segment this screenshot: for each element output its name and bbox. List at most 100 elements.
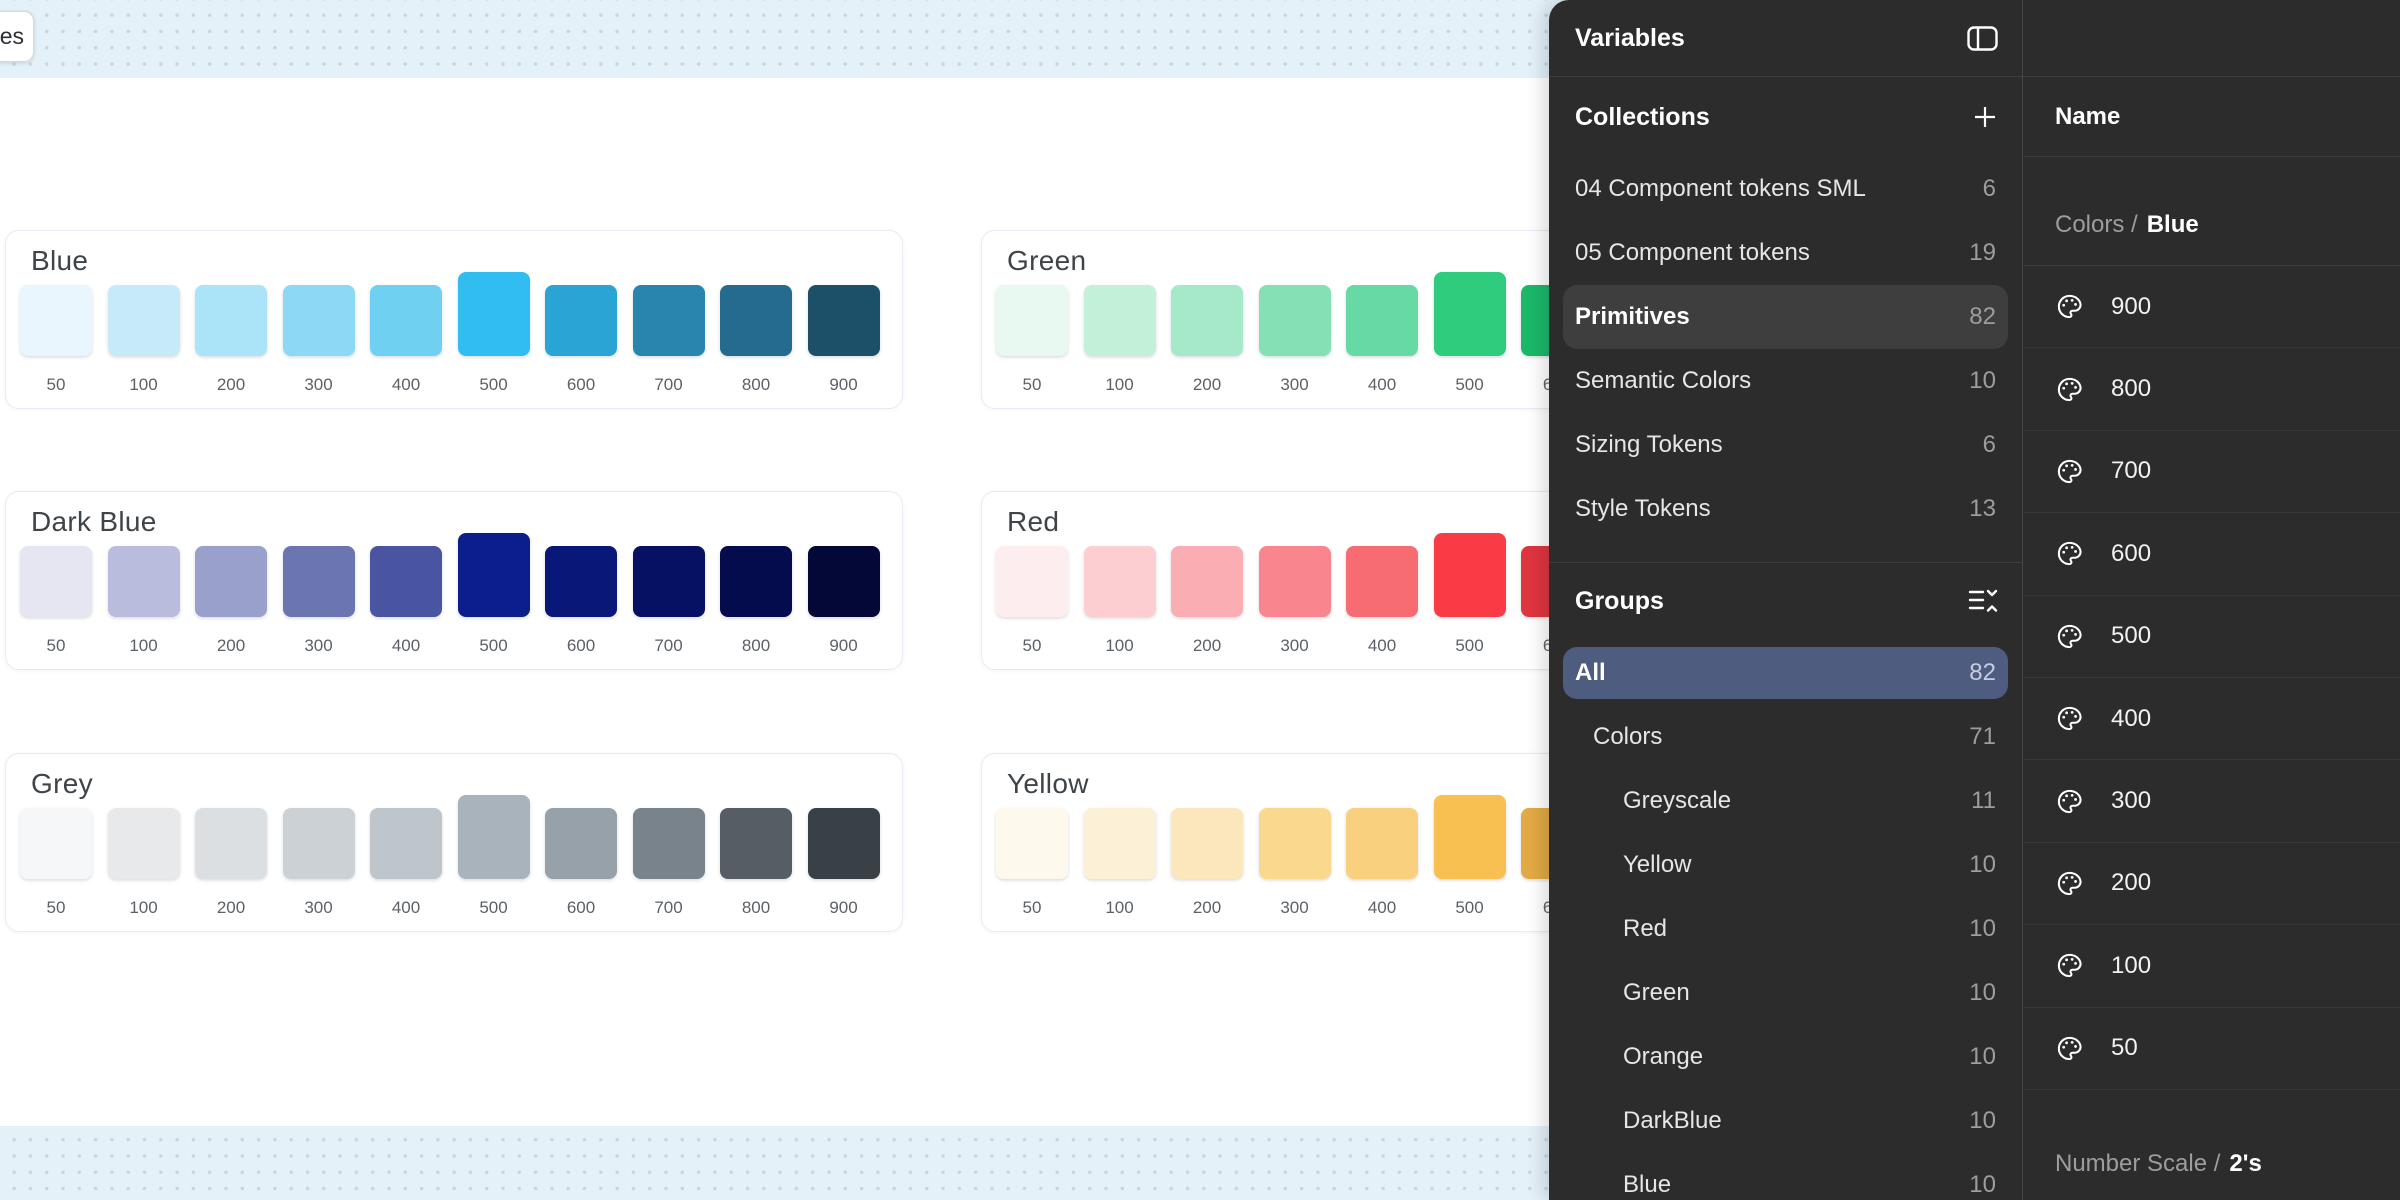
color-swatch[interactable] xyxy=(1258,285,1331,356)
color-swatch[interactable] xyxy=(370,808,442,879)
group-item[interactable]: DarkBlue 10 xyxy=(1563,1089,2008,1153)
swatch-label: 50 xyxy=(1022,375,1042,394)
collection-item-label: Sizing Tokens xyxy=(1575,431,1723,458)
color-swatch[interactable] xyxy=(195,546,267,617)
palette-card-title: Dark Blue xyxy=(31,506,157,537)
color-swatch[interactable] xyxy=(1433,272,1506,356)
swatch-label: 50 xyxy=(1022,898,1042,917)
color-swatch[interactable] xyxy=(370,546,442,617)
color-swatch[interactable] xyxy=(807,546,880,617)
swatch-cell: 50 xyxy=(20,272,92,395)
color-swatch[interactable] xyxy=(545,285,617,356)
color-swatch[interactable] xyxy=(195,808,267,879)
color-swatch[interactable] xyxy=(807,808,880,879)
variable-row[interactable]: 600 xyxy=(2023,513,2400,596)
color-swatch[interactable] xyxy=(282,546,355,617)
variable-row[interactable]: 50 xyxy=(2023,1008,2400,1090)
variable-name: 200 xyxy=(2111,869,2152,897)
color-swatch[interactable] xyxy=(1171,546,1243,617)
color-swatch[interactable] xyxy=(107,808,180,879)
color-swatch[interactable] xyxy=(632,808,705,879)
variable-row[interactable]: 200 xyxy=(2023,843,2400,926)
group-item[interactable]: Blue 10 xyxy=(1563,1153,2008,1200)
swatch-cell: 100 xyxy=(1083,533,1156,656)
variable-row[interactable]: 300 xyxy=(2023,760,2400,843)
color-swatch[interactable] xyxy=(1433,795,1506,879)
group-item[interactable]: Red 10 xyxy=(1563,897,2008,961)
collapse-groups-icon[interactable] xyxy=(1968,588,1998,614)
canvas-floating-button[interactable]: es xyxy=(0,11,34,62)
swatch-cell: 800 xyxy=(720,272,792,395)
color-swatch[interactable] xyxy=(807,285,880,356)
color-swatch[interactable] xyxy=(457,795,530,879)
group-item[interactable]: Greyscale 11 xyxy=(1563,769,2008,833)
variable-row[interactable]: 400 xyxy=(2023,678,2400,761)
swatch-label: 500 xyxy=(1455,375,1484,394)
swatch-cell: 700 xyxy=(632,272,705,395)
color-swatch[interactable] xyxy=(1083,285,1156,356)
collection-item[interactable]: Primitives 82 xyxy=(1563,285,2008,349)
color-swatch[interactable] xyxy=(1083,808,1156,879)
color-swatch[interactable] xyxy=(996,808,1068,879)
collection-item[interactable]: 04 Component tokens SML 6 xyxy=(1563,157,2008,221)
group-item[interactable]: Green 10 xyxy=(1563,961,2008,1025)
group-item[interactable]: All 82 xyxy=(1563,647,2008,699)
color-swatch[interactable] xyxy=(20,285,92,356)
collections-header: Collections xyxy=(1549,77,2022,157)
color-swatch[interactable] xyxy=(632,285,705,356)
group-item-count: 10 xyxy=(1969,1043,1996,1070)
swatch-cell: 400 xyxy=(1346,272,1418,395)
variable-name: 500 xyxy=(2111,622,2152,650)
color-swatch[interactable] xyxy=(1258,808,1331,879)
collection-item[interactable]: Style Tokens 13 xyxy=(1563,477,2008,541)
color-swatch[interactable] xyxy=(996,285,1068,356)
color-swatch[interactable] xyxy=(1346,546,1418,617)
variable-row[interactable]: 800 xyxy=(2023,348,2400,431)
color-swatch[interactable] xyxy=(1346,285,1418,356)
swatch-cell: 500 xyxy=(457,533,530,656)
collection-item[interactable]: 05 Component tokens 19 xyxy=(1563,221,2008,285)
variables-panel: Variables Collections xyxy=(1549,0,2400,1200)
color-swatch[interactable] xyxy=(1171,808,1243,879)
color-swatch[interactable] xyxy=(370,285,442,356)
color-swatch[interactable] xyxy=(457,533,530,617)
variable-row[interactable]: 900 xyxy=(2023,266,2400,349)
variable-row[interactable]: 700 xyxy=(2023,431,2400,514)
swatch-cell: 100 xyxy=(1083,272,1156,395)
variable-row[interactable]: 500 xyxy=(2023,596,2400,678)
color-swatch[interactable] xyxy=(545,546,617,617)
toggle-sidebar-icon[interactable] xyxy=(1967,25,1998,51)
variable-row[interactable]: 100 xyxy=(2023,925,2400,1008)
color-swatch[interactable] xyxy=(1258,546,1331,617)
color-swatch[interactable] xyxy=(20,546,92,617)
color-swatch[interactable] xyxy=(282,808,355,879)
group-item[interactable]: Orange 10 xyxy=(1563,1025,2008,1089)
color-swatch[interactable] xyxy=(282,285,355,356)
collection-item[interactable]: Semantic Colors 10 xyxy=(1563,349,2008,413)
color-swatch[interactable] xyxy=(107,285,180,356)
color-swatch[interactable] xyxy=(545,808,617,879)
swatch-label: 400 xyxy=(391,898,421,917)
color-swatch[interactable] xyxy=(996,546,1068,617)
collection-item[interactable]: Sizing Tokens 6 xyxy=(1563,413,2008,477)
variable-name: 900 xyxy=(2111,292,2152,320)
color-swatch[interactable] xyxy=(632,546,705,617)
color-swatch[interactable] xyxy=(1433,533,1506,617)
color-swatch[interactable] xyxy=(107,546,180,617)
color-swatch[interactable] xyxy=(1346,808,1418,879)
color-swatch[interactable] xyxy=(457,272,530,356)
swatch-cell: 300 xyxy=(282,533,355,656)
color-swatch[interactable] xyxy=(720,808,792,879)
group-item[interactable]: Yellow 10 xyxy=(1563,833,2008,897)
add-collection-icon[interactable] xyxy=(1972,104,1998,130)
color-swatch[interactable] xyxy=(195,285,267,356)
color-swatch[interactable] xyxy=(1083,546,1156,617)
color-swatch[interactable] xyxy=(720,546,792,617)
color-swatch[interactable] xyxy=(720,285,792,356)
color-swatch[interactable] xyxy=(20,808,92,879)
swatch-cell: 50 xyxy=(20,795,92,918)
group-item-label: Yellow xyxy=(1623,851,1692,878)
color-swatch[interactable] xyxy=(1171,285,1243,356)
swatch-label: 400 xyxy=(1367,898,1397,917)
group-item[interactable]: Colors 71 xyxy=(1563,705,2008,769)
